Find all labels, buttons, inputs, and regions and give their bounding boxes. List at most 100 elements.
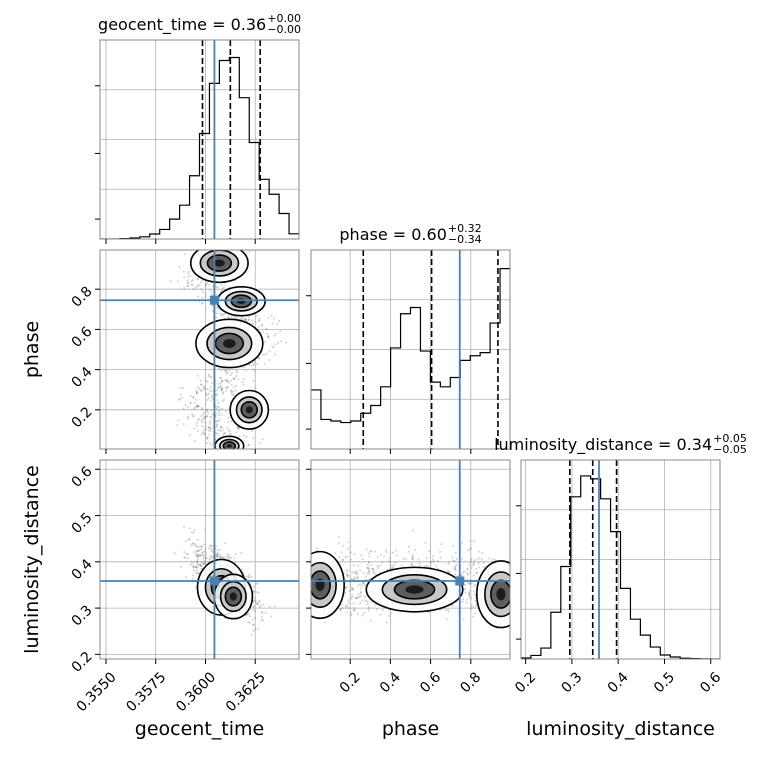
sample-point <box>366 566 369 569</box>
sample-point <box>268 349 271 352</box>
sample-point <box>357 596 360 599</box>
sample-point <box>198 555 201 558</box>
sample-point <box>203 433 206 436</box>
sample-point <box>367 607 370 610</box>
sample-point <box>205 393 208 396</box>
sample-point <box>258 357 261 360</box>
title-minus: −0.05 <box>713 443 747 456</box>
sample-point <box>352 608 355 611</box>
sample-point <box>220 377 223 380</box>
sample-point <box>197 546 200 549</box>
sample-point <box>197 386 200 389</box>
sample-point <box>465 601 468 604</box>
sample-point <box>220 290 223 293</box>
sample-point <box>192 577 195 580</box>
x-tick-label: 0.4 <box>605 669 632 696</box>
sample-point <box>418 562 421 565</box>
sample-point <box>230 420 233 423</box>
sample-point <box>200 419 203 422</box>
sample-point <box>412 556 415 559</box>
sample-point <box>349 588 352 591</box>
sample-point <box>196 284 199 287</box>
sample-point <box>220 381 223 384</box>
sample-point <box>186 417 189 420</box>
sample-point <box>470 557 473 560</box>
sample-point <box>353 609 356 612</box>
y-tick-label: 0.8 <box>69 284 96 311</box>
sample-point <box>201 551 204 554</box>
sample-point <box>272 317 275 320</box>
sample-point <box>220 407 223 410</box>
sample-point <box>195 424 198 427</box>
sample-point <box>248 621 251 624</box>
sample-point <box>395 554 398 557</box>
sample-point <box>191 542 194 545</box>
sample-point <box>178 398 181 401</box>
sample-point <box>206 436 209 439</box>
sample-point <box>359 583 362 586</box>
sample-point <box>242 317 245 320</box>
sample-point <box>454 567 457 570</box>
sample-point <box>210 556 213 559</box>
sample-point <box>255 582 258 585</box>
sample-point <box>469 596 472 599</box>
sample-point <box>475 571 478 574</box>
sample-point <box>230 390 233 393</box>
sample-point <box>190 531 193 534</box>
sample-point <box>432 554 435 557</box>
sample-point <box>211 550 214 553</box>
sample-point <box>206 398 209 401</box>
sample-point <box>215 432 218 435</box>
sample-point <box>452 559 455 562</box>
sample-point <box>360 554 363 557</box>
sample-point <box>202 429 205 432</box>
sample-point <box>364 575 367 578</box>
sample-point <box>446 570 449 573</box>
sample-point <box>261 438 264 441</box>
sample-point <box>474 604 477 607</box>
panel-content <box>100 40 299 239</box>
sample-point <box>267 335 270 338</box>
sample-point <box>196 549 199 552</box>
panel-phase-vs-phase <box>306 249 511 454</box>
panel-frame <box>310 459 511 660</box>
sample-point <box>344 606 347 609</box>
sample-point <box>379 553 382 556</box>
sample-point <box>448 571 451 574</box>
sample-point <box>204 421 207 424</box>
sample-point <box>202 562 205 565</box>
sample-point <box>435 564 438 567</box>
sample-point <box>195 566 198 569</box>
histogram-phase <box>311 268 510 424</box>
sample-point <box>414 548 417 551</box>
sample-point <box>189 401 192 404</box>
sample-point <box>200 288 203 291</box>
sample-point <box>187 557 190 560</box>
sample-point <box>354 596 357 599</box>
sample-point <box>350 558 353 561</box>
sample-point <box>205 408 208 411</box>
sample-point <box>221 313 224 316</box>
sample-point <box>357 564 360 567</box>
sample-point <box>468 592 471 595</box>
sample-point <box>184 540 187 543</box>
sample-point <box>254 599 257 602</box>
sample-point <box>245 613 248 616</box>
sample-point <box>338 542 341 545</box>
sample-point <box>474 567 477 570</box>
sample-point <box>241 568 244 571</box>
sample-point <box>218 411 221 414</box>
sample-point <box>259 442 262 445</box>
sample-point <box>461 571 464 574</box>
density-peak <box>496 587 506 601</box>
sample-point <box>462 598 465 601</box>
sample-point <box>200 433 203 436</box>
sample-point <box>425 564 428 567</box>
sample-point <box>361 614 364 617</box>
sample-point <box>196 554 199 557</box>
sample-point <box>217 402 220 405</box>
sample-point <box>488 557 491 560</box>
sample-point <box>410 563 413 566</box>
sample-point <box>206 388 209 391</box>
